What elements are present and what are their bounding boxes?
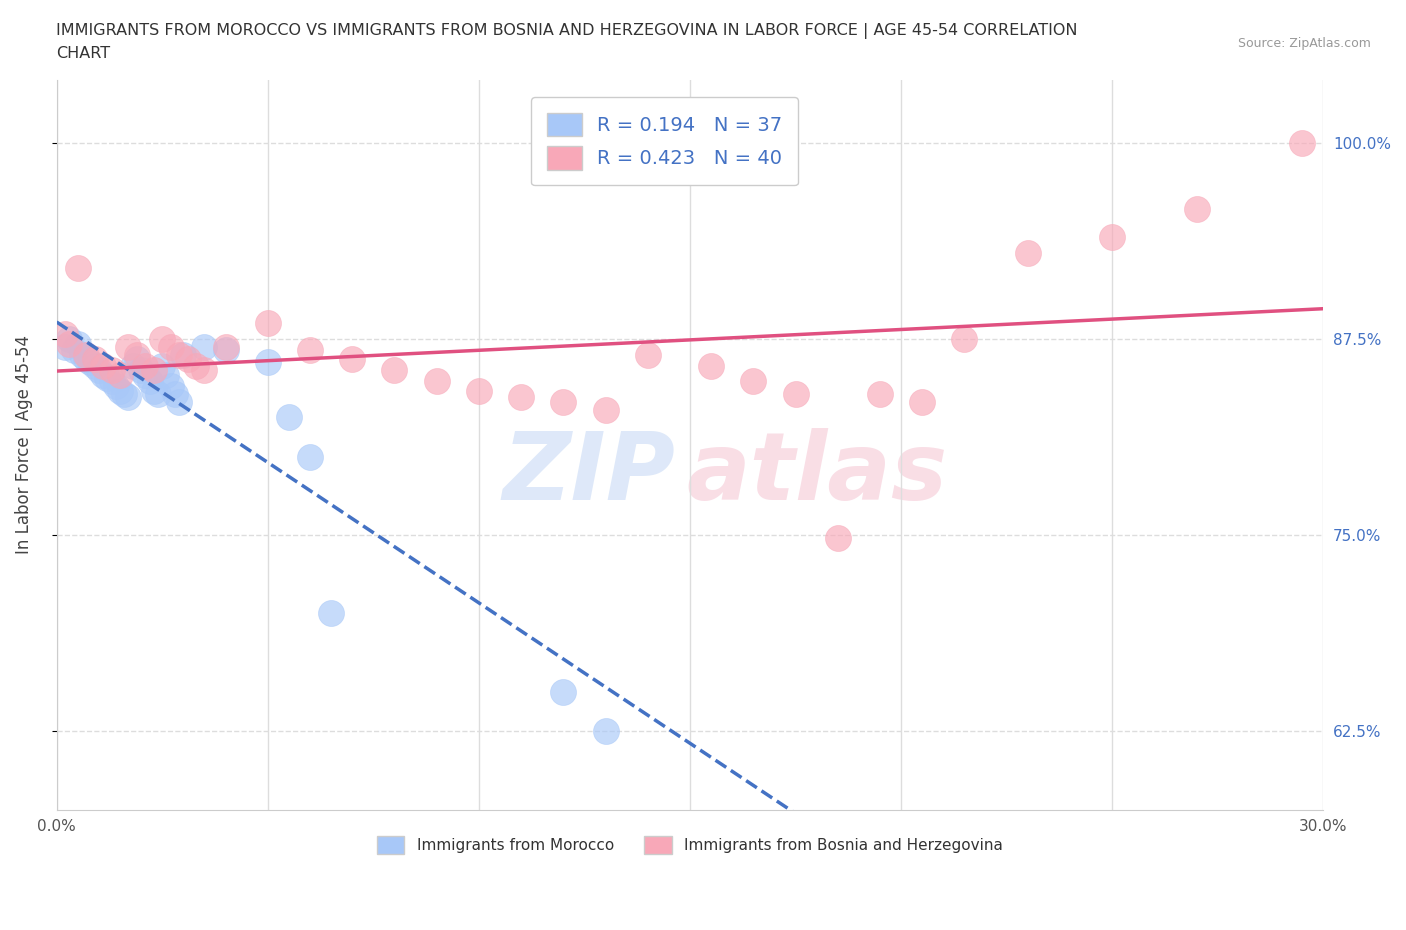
Text: Source: ZipAtlas.com: Source: ZipAtlas.com (1237, 37, 1371, 50)
Point (91, 367, 114, 382)
Point (83, 352, 105, 366)
Point (108, 367, 131, 382)
Point (142, 363, 165, 378)
Point (62, 342, 84, 357)
Point (66, 337, 89, 352)
Point (117, 339, 139, 354)
Point (79, 355, 101, 370)
Point (172, 347, 194, 362)
Point (911, 394, 934, 409)
Point (100, 374, 122, 389)
Text: CHART: CHART (56, 46, 110, 61)
Point (256, 316, 278, 331)
Text: atlas: atlas (686, 428, 948, 520)
Point (953, 331, 976, 346)
Point (134, 358, 156, 373)
Point (298, 449, 321, 464)
Point (150, 358, 173, 373)
Point (96, 371, 118, 386)
Point (595, 724, 617, 738)
Point (129, 363, 152, 378)
Point (827, 531, 849, 546)
Point (117, 390, 139, 405)
Point (214, 342, 236, 357)
Point (1101, 230, 1123, 245)
Point (108, 383, 131, 398)
Point (595, 402, 617, 417)
Point (256, 355, 278, 370)
Point (150, 331, 173, 346)
Point (112, 386, 135, 401)
Point (100, 363, 122, 378)
Point (159, 339, 181, 354)
Point (214, 339, 236, 354)
Point (58, 337, 80, 352)
Point (193, 363, 215, 378)
Point (700, 358, 723, 373)
Point (87, 363, 110, 378)
Point (125, 352, 148, 366)
Point (742, 374, 765, 389)
Point (510, 390, 533, 405)
Point (553, 684, 575, 699)
Point (184, 358, 207, 373)
Text: ZIP: ZIP (502, 428, 675, 520)
Y-axis label: In Labor Force | Age 45-54: In Labor Force | Age 45-54 (15, 336, 32, 554)
Point (319, 606, 342, 621)
Point (159, 379, 181, 393)
Point (1291, 136, 1313, 151)
Point (66, 261, 89, 276)
Point (104, 379, 127, 393)
Point (70, 347, 93, 362)
Point (553, 394, 575, 409)
Legend: Immigrants from Morocco, Immigrants from Bosnia and Herzegovina: Immigrants from Morocco, Immigrants from… (371, 830, 1010, 860)
Point (869, 386, 891, 401)
Point (637, 347, 659, 362)
Point (75, 352, 97, 366)
Point (83, 358, 105, 373)
Point (167, 394, 190, 409)
Point (53, 326, 76, 341)
Point (426, 374, 449, 389)
Point (384, 363, 406, 378)
Point (176, 352, 198, 366)
Point (785, 386, 807, 401)
Point (277, 410, 299, 425)
Point (155, 367, 177, 382)
Point (134, 367, 156, 382)
Point (91, 358, 114, 373)
Point (1185, 201, 1208, 216)
Point (53, 339, 76, 354)
Point (340, 352, 363, 366)
Point (298, 342, 321, 357)
Point (142, 383, 165, 398)
Point (146, 386, 169, 401)
Point (138, 374, 160, 389)
Point (193, 339, 215, 354)
Point (163, 386, 186, 401)
Point (121, 358, 143, 373)
Point (75, 347, 97, 362)
Point (468, 383, 491, 398)
Point (1017, 246, 1039, 260)
Point (58, 331, 80, 346)
Text: IMMIGRANTS FROM MOROCCO VS IMMIGRANTS FROM BOSNIA AND HERZEGOVINA IN LABOR FORCE: IMMIGRANTS FROM MOROCCO VS IMMIGRANTS FR… (56, 23, 1078, 39)
Point (167, 347, 190, 362)
Point (125, 347, 148, 362)
